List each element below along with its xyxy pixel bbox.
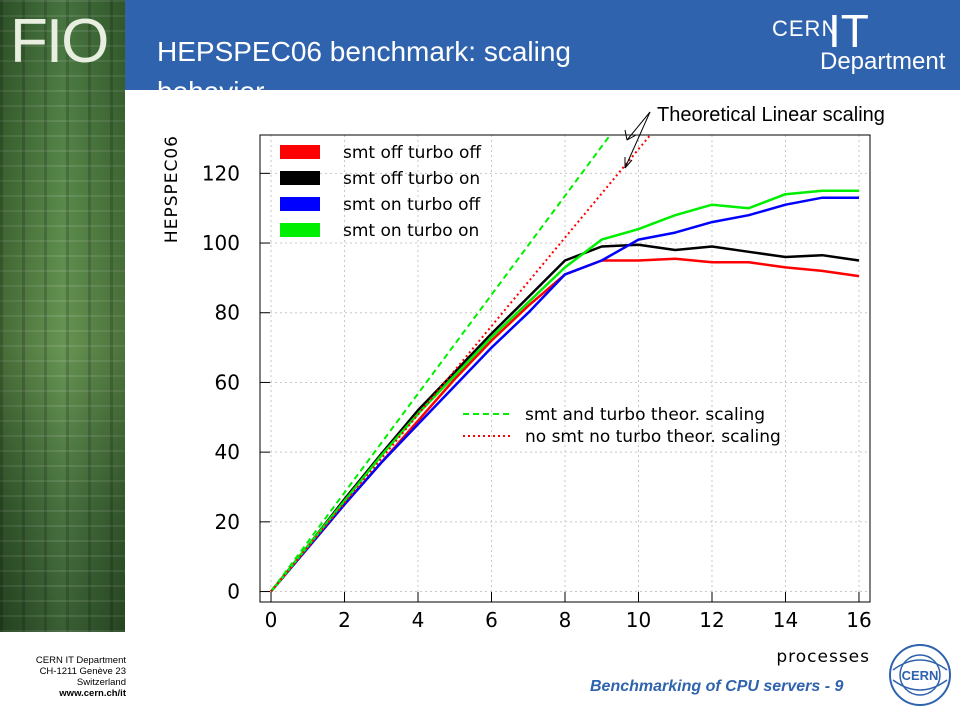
address-line-1: CERN IT Department [35,655,126,666]
y-tick-label: 20 [215,510,240,534]
series-line-3 [270,189,859,593]
header-band [125,0,960,90]
legend-label-5: no smt no turbo theor. scaling [525,427,781,447]
x-tick-label: 2 [338,608,351,632]
legend-swatch-3 [280,223,320,237]
y-tick-label: 40 [215,440,240,464]
footer-slide-title: Benchmarking of CPU servers - 9 [590,678,844,695]
legend-label-3: smt on turbo on [343,221,479,241]
x-tick-label: 10 [626,608,651,632]
footer-website-link[interactable]: www.cern.ch/it [59,688,126,699]
logo-cern-text: CERN [772,16,839,41]
fio-logo: FIO [10,7,109,76]
footer-address: CERN IT Department CH-1211 Genève 23 Swi… [0,655,126,699]
series-line-2 [270,196,859,593]
x-tick-label: 12 [699,608,724,632]
address-line-3: Switzerland [76,677,126,688]
series-line-4 [270,135,612,593]
y-tick-label: 120 [202,161,240,185]
legend-swatch-1 [280,171,320,185]
slide-title: HEPSPEC06 benchmark: scaling behavior [157,36,571,90]
legend-swatch-2 [280,197,320,211]
cern-seal-icon: CERN [889,644,951,706]
logo-department-text: Department [820,48,946,75]
callout-arrowhead-1 [624,129,637,141]
callout-arrowhead-2 [624,157,633,169]
y-tick-label: 80 [215,301,240,325]
x-tick-label: 14 [773,608,798,632]
y-axis-title: HEPSPEC06 [162,135,182,243]
rack-shade [0,0,125,632]
cern-it-department-logo: CERN IT Department [770,5,952,76]
y-tick-label: 60 [215,370,240,394]
x-tick-label: 4 [412,608,425,632]
callout-arrow-1 [626,111,651,141]
chart-area: 0 2 4 6 8 10 12 14 16 0 20 40 60 80 100 120 processes HEP… [125,90,960,690]
x-tick-label: 16 [846,608,871,632]
legend-swatch-0 [280,145,320,159]
x-axis-title: processes [776,647,870,667]
chart-svg: 0 2 4 6 8 10 12 14 16 0 20 40 60 80 100 120 processes HEP… [162,111,872,667]
y-tick-label: 0 [227,580,240,604]
legend-label-1: smt off turbo on [343,169,480,189]
legend-label-2: smt on turbo off [343,195,481,215]
callout-label: Theoretical Linear scaling [657,104,885,126]
address-line-2: CH-1211 Genève 23 [39,666,126,677]
legend-label-4: smt and turbo theor. scaling [525,405,765,425]
svg-text:CERN: CERN [902,668,939,683]
callout-arrow-2 [624,111,651,169]
y-tick-label: 100 [202,231,240,255]
x-tick-label: 6 [485,608,498,632]
decorative-server-rack-image: FIO [0,0,125,632]
x-tick-label: 8 [559,608,572,632]
x-tick-label: 0 [265,608,278,632]
legend-label-0: smt off turbo off [343,143,482,163]
logo-it-text: IT [828,5,869,57]
